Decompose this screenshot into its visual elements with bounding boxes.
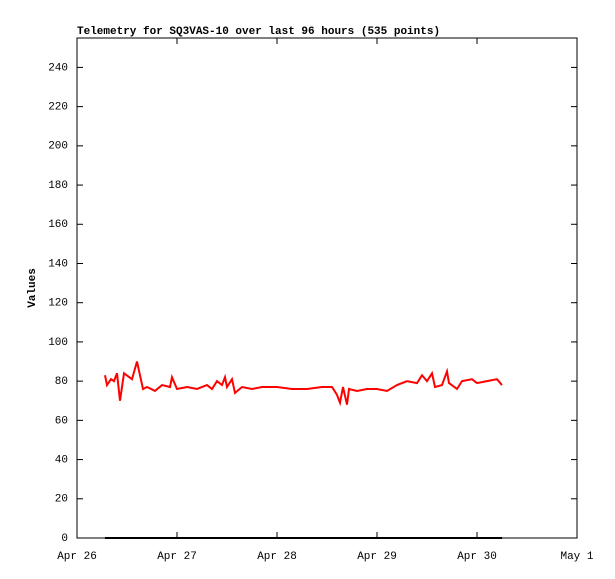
y-tick-label: 220 [48, 102, 68, 114]
x-tick-label: Apr 28 [257, 551, 297, 563]
y-tick-label: 160 [48, 219, 68, 231]
x-tick-label: Apr 29 [357, 551, 397, 563]
y-tick-label: 120 [48, 298, 68, 310]
y-tick-label: 140 [48, 258, 68, 270]
x-tick-label: Apr 26 [57, 551, 97, 563]
chart-title: Telemetry for SQ3VAS-10 over last 96 hou… [77, 26, 440, 38]
y-tick-label: 40 [55, 454, 68, 466]
y-tick-label: 60 [55, 415, 68, 427]
y-tick-label: 240 [48, 62, 68, 74]
x-tick-label: Apr 30 [457, 551, 497, 563]
y-tick-label: 20 [55, 494, 68, 506]
y-tick-label: 100 [48, 337, 68, 349]
plot-frame [76, 37, 578, 539]
y-axis-label: Values [27, 268, 39, 308]
y-tick-label: 200 [48, 141, 68, 153]
y-tick-label: 180 [48, 180, 68, 192]
series-line [104, 361, 503, 407]
y-tick-label: 80 [55, 376, 68, 388]
x-tick-label: Apr 27 [157, 551, 197, 563]
x-tick-label: May 1 [560, 551, 593, 563]
y-tick-label: 0 [61, 533, 68, 545]
